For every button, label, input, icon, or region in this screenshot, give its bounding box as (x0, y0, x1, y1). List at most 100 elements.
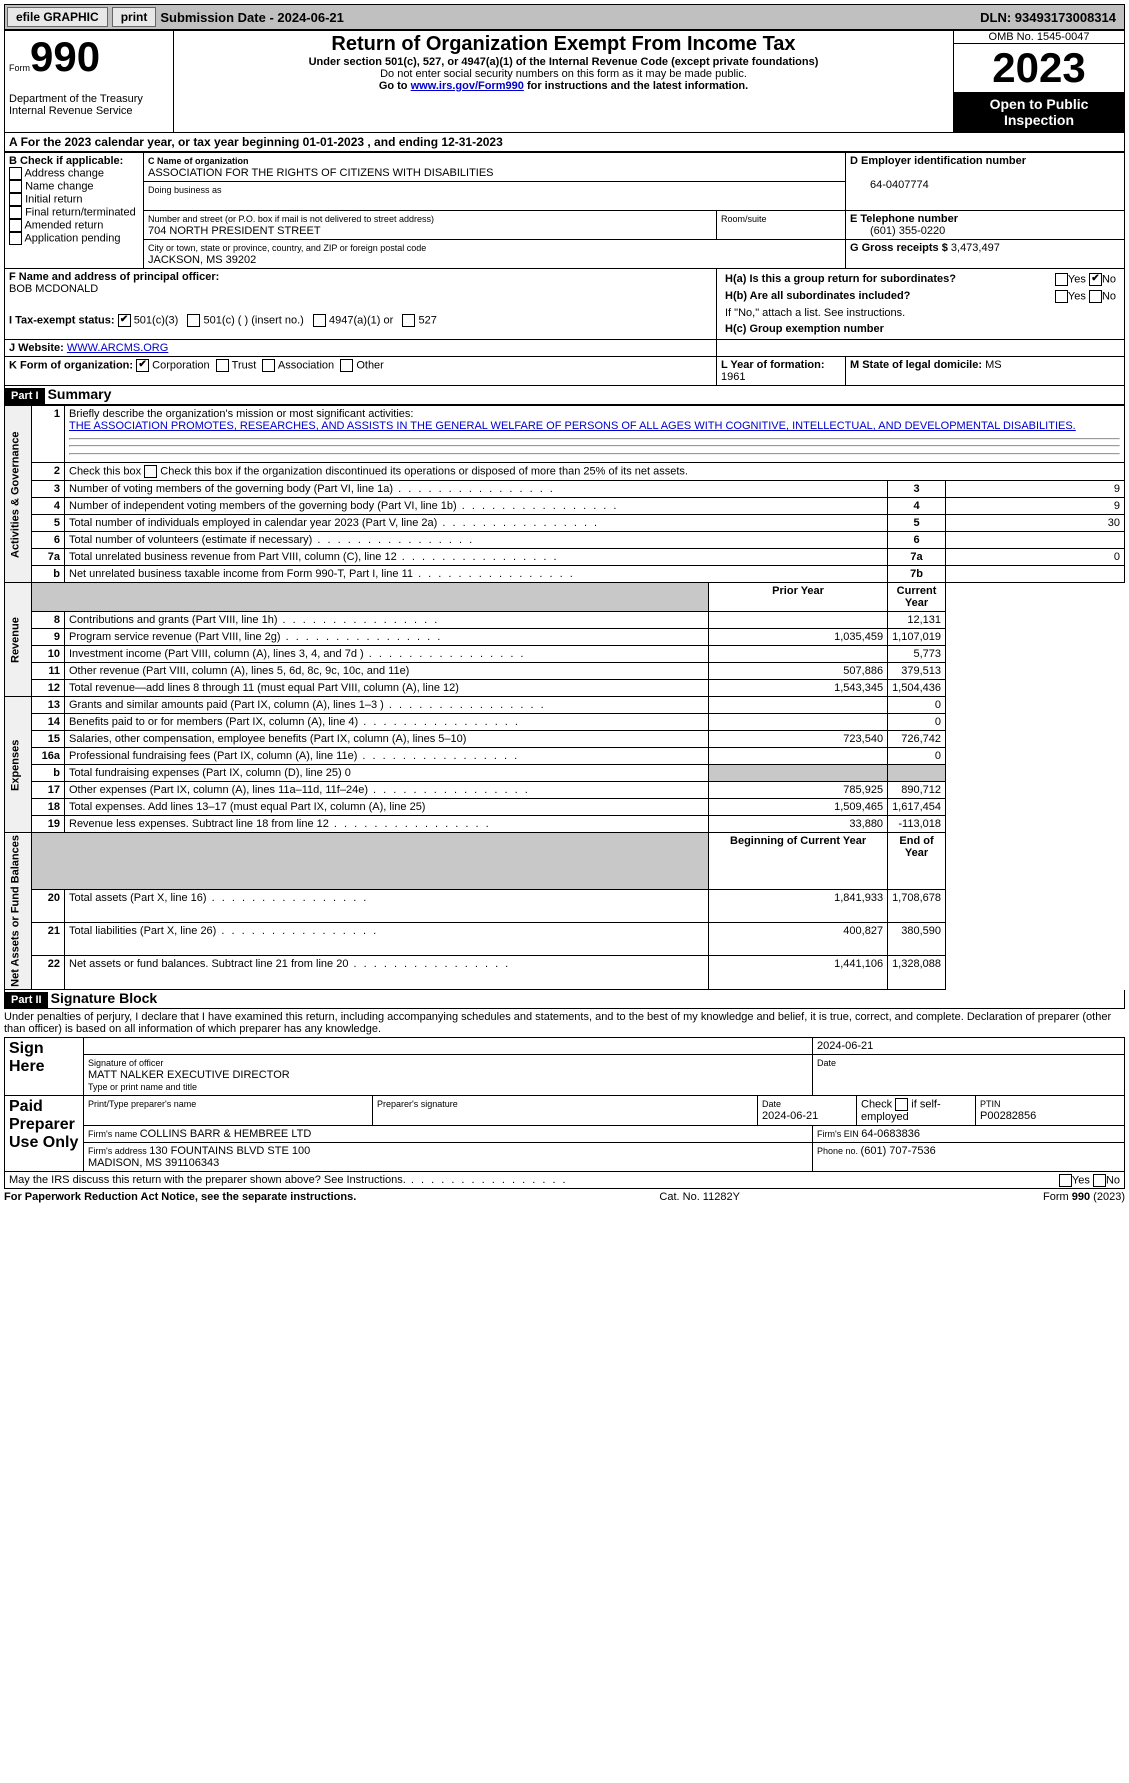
street-value: 704 NORTH PRESIDENT STREET (148, 225, 321, 237)
exp-row-label: Total fundraising expenses (Part IX, col… (69, 767, 351, 779)
perjury-text: Under penalties of perjury, I declare th… (4, 1009, 1125, 1037)
form-header: Form990 Department of the Treasury Inter… (4, 30, 1125, 133)
rev-row-label: Program service revenue (Part VIII, line… (69, 631, 281, 643)
527-checkbox[interactable] (402, 314, 415, 327)
mission-text: THE ASSOCIATION PROMOTES, RESEARCHES, AN… (69, 420, 1076, 432)
rev-curr: 379,513 (888, 663, 946, 680)
dln-label: DLN: 93493173008314 (980, 10, 1122, 25)
exp-grey-cell (709, 765, 888, 782)
firm-ein: 64-0683836 (861, 1128, 920, 1140)
prior-year-header: Prior Year (709, 583, 888, 612)
ptin-value: P00282856 (980, 1110, 1036, 1122)
exp-prior: 1,509,465 (709, 799, 888, 816)
rev-curr: 1,107,019 (888, 629, 946, 646)
gov-row-value: 9 (946, 498, 1125, 515)
prep-phone-label: Phone no. (817, 1146, 861, 1156)
gov-row-label: Total unrelated business revenue from Pa… (69, 551, 397, 563)
firm-addr-label: Firm's address (88, 1146, 149, 1156)
amended-return-checkbox[interactable] (9, 219, 22, 232)
cat-no: Cat. No. 11282Y (659, 1191, 740, 1203)
rev-row-label: Contributions and grants (Part VIII, lin… (69, 614, 278, 626)
firm-name-label: Firm's name (88, 1129, 140, 1139)
exp-row-label: Benefits paid to or for members (Part IX… (69, 716, 358, 728)
initial-return-checkbox[interactable] (9, 193, 22, 206)
na-curr: 1,708,678 (888, 889, 946, 922)
phone-label: E Telephone number (850, 213, 958, 225)
form-label: Form (9, 63, 30, 73)
website-link[interactable]: WWW.ARCMS.ORG (67, 342, 168, 354)
exp-row-label: Grants and similar amounts paid (Part IX… (69, 699, 384, 711)
form-subtitle-1: Under section 501(c), 527, or 4947(a)(1)… (178, 56, 949, 68)
omb-number: OMB No. 1545-0047 (954, 31, 1124, 44)
address-change-checkbox[interactable] (9, 167, 22, 180)
final-return-checkbox[interactable] (9, 206, 22, 219)
name-change-checkbox[interactable] (9, 180, 22, 193)
exp-prior: 785,925 (709, 782, 888, 799)
current-year-header: Current Year (888, 583, 946, 612)
discontinued-checkbox[interactable] (144, 465, 157, 478)
dba-label: Doing business as (148, 185, 222, 195)
discuss-no-checkbox[interactable] (1093, 1174, 1106, 1187)
rev-prior: 1,543,345 (709, 680, 888, 697)
corp-checkbox[interactable] (136, 359, 149, 372)
application-pending-checkbox[interactable] (9, 232, 22, 245)
na-curr: 380,590 (888, 923, 946, 956)
rev-prior (709, 646, 888, 663)
hb-label: H(b) Are all subordinates included? (725, 290, 910, 302)
domicile-value: MS (985, 359, 1002, 371)
city-value: JACKSON, MS 39202 (148, 254, 256, 266)
print-button[interactable]: print (112, 7, 157, 27)
gov-row-label: Number of independent voting members of … (69, 500, 457, 512)
check-applicable-label: B Check if applicable: (9, 155, 123, 167)
mission-label: Briefly describe the organization's miss… (69, 408, 413, 420)
4947-checkbox[interactable] (313, 314, 326, 327)
exp-row-label: Total expenses. Add lines 13–17 (must eq… (69, 801, 425, 813)
firm-ein-label: Firm's EIN (817, 1129, 861, 1139)
self-employed-checkbox[interactable] (895, 1098, 908, 1111)
gov-row-value: 9 (946, 481, 1125, 498)
501c3-checkbox[interactable] (118, 314, 131, 327)
ha-yes-checkbox[interactable] (1055, 273, 1068, 286)
form-org-label: K Form of organization: (9, 359, 133, 371)
exp-curr: 890,712 (888, 782, 946, 799)
exp-prior: 33,880 (709, 816, 888, 833)
exp-row-label: Professional fundraising fees (Part IX, … (69, 750, 357, 762)
exp-curr: 726,742 (888, 731, 946, 748)
assoc-checkbox[interactable] (262, 359, 275, 372)
website-label: J Website: (9, 342, 67, 354)
gov-row-label: Number of voting members of the governin… (69, 483, 393, 495)
date-label: Date (817, 1058, 836, 1068)
hb-no-checkbox[interactable] (1089, 290, 1102, 303)
top-bar: efile GRAPHIC print Submission Date - 20… (4, 4, 1125, 30)
ein-value: 64-0407774 (850, 179, 929, 191)
exp-curr: 0 (888, 697, 946, 714)
officer-name: BOB MCDONALD (9, 283, 98, 295)
org-name: ASSOCIATION FOR THE RIGHTS OF CITIZENS W… (148, 167, 494, 179)
trust-checkbox[interactable] (216, 359, 229, 372)
exp-row-label: Revenue less expenses. Subtract line 18 … (69, 818, 329, 830)
gov-row-label: Total number of individuals employed in … (69, 517, 437, 529)
discuss-yes-checkbox[interactable] (1059, 1174, 1072, 1187)
street-label: Number and street (or P.O. box if mail i… (148, 214, 434, 224)
na-row-label: Net assets or fund balances. Subtract li… (69, 958, 348, 970)
form-subtitle-2: Do not enter social security numbers on … (178, 68, 949, 80)
officer-label: F Name and address of principal officer: (9, 271, 219, 283)
firm-name: COLLINS BARR & HEMBREE LTD (140, 1128, 312, 1140)
expenses-sidelabel: Expenses (5, 697, 32, 833)
part1-table: Activities & Governance 1 Briefly descri… (4, 405, 1125, 990)
signature-block: Sign Here 2024-06-21 Signature of office… (4, 1037, 1125, 1172)
efile-label: efile GRAPHIC (7, 7, 108, 27)
ha-no-checkbox[interactable] (1089, 273, 1102, 286)
ein-label: D Employer identification number (850, 155, 1026, 167)
hb-yes-checkbox[interactable] (1055, 290, 1068, 303)
tax-year-line: A For the 2023 calendar year, or tax yea… (4, 133, 1125, 152)
sig-type-label: Type or print name and title (88, 1082, 197, 1092)
end-year-header: End of Year (888, 833, 946, 890)
line2-text: Check this box Check this box if the org… (65, 463, 1125, 481)
form990-link[interactable]: www.irs.gov/Form990 (411, 80, 524, 92)
dept-label: Department of the Treasury Internal Reve… (9, 93, 143, 117)
ptin-label: PTIN (980, 1099, 1001, 1109)
form-number: 990 (30, 33, 100, 80)
501c-checkbox[interactable] (187, 314, 200, 327)
other-checkbox[interactable] (340, 359, 353, 372)
